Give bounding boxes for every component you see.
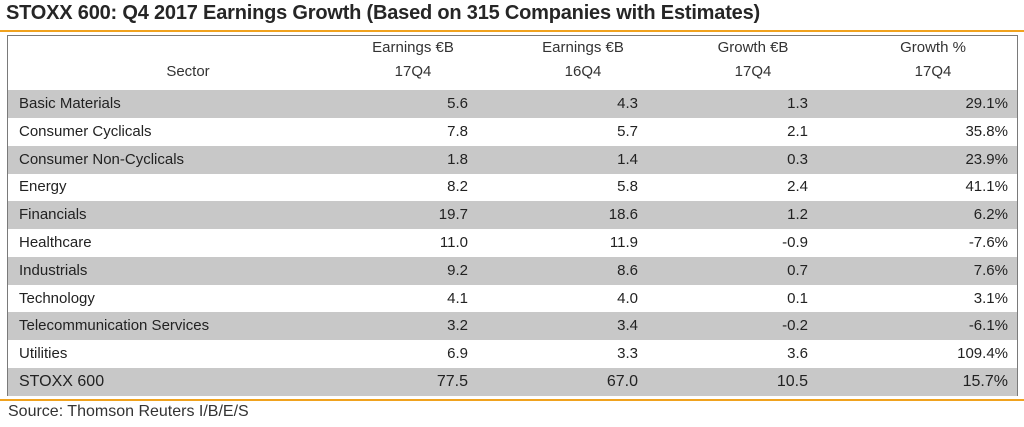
table-row: Telecommunication Services 3.2 3.4 -0.2 -6.1… — [8, 312, 1017, 341]
value-cell: 18.6 — [608, 206, 638, 224]
header-growth-eur-17q4: Growth €B 17Q4 — [717, 39, 789, 80]
value-cell: 8.6 — [617, 261, 638, 279]
value-cell: 0.1 — [787, 289, 808, 307]
table-row: Consumer Cyclicals 7.8 5.7 2.1 35.8% — [8, 118, 1017, 146]
total-row: STOXX 600 77.5 67.0 10.5 15.7% — [8, 368, 1017, 396]
value-cell: 5.7 — [617, 122, 638, 140]
header-earnings-16q4: Earnings €B 16Q4 — [542, 39, 624, 80]
value-cell: 4.1 — [447, 289, 468, 307]
value-cell: 11.9 — [609, 234, 638, 251]
header-sector: Sector — [166, 63, 210, 80]
value-cell: 2.1 — [787, 122, 808, 140]
value-cell: 3.4 — [617, 317, 638, 335]
value-cell: 41.1% — [965, 178, 1008, 196]
value-cell: 15.7% — [962, 373, 1008, 390]
value-cell: 3.2 — [447, 317, 468, 335]
bottom-accent-rule — [0, 399, 1024, 401]
sector-cell: Energy — [19, 178, 67, 196]
value-cell: 2.4 — [787, 178, 808, 196]
value-cell: 6.2% — [973, 206, 1008, 224]
value-cell: 8.2 — [447, 178, 468, 196]
value-cell: 1.2 — [787, 206, 808, 224]
value-cell: 67.0 — [606, 373, 638, 390]
table-row: Financials 19.7 18.6 1.2 6.2% — [8, 201, 1017, 230]
header-earnings-17q4: Earnings €B 17Q4 — [372, 39, 454, 80]
source-note: Source: Thomson Reuters I/B/E/S — [8, 403, 249, 420]
value-cell: 1.4 — [617, 150, 638, 168]
sector-cell: Healthcare — [19, 234, 92, 251]
value-cell: 1.3 — [787, 95, 808, 112]
value-cell: 11.0 — [439, 234, 468, 251]
value-cell: 0.7 — [787, 261, 808, 279]
value-cell: -6.1% — [968, 317, 1008, 335]
table-row: Utilities 6.9 3.3 3.6 109.4% — [8, 340, 1017, 368]
table-row: Basic Materials 5.6 4.3 1.3 29.1% — [8, 90, 1017, 118]
top-accent-rule — [0, 30, 1024, 32]
value-cell: 77.5 — [436, 373, 468, 390]
value-cell: 0.3 — [787, 150, 808, 168]
sector-cell: Technology — [19, 289, 95, 307]
value-cell: 29.1% — [965, 95, 1008, 112]
sector-cell: Telecommunication Services — [19, 317, 210, 335]
sector-cell: Consumer Cyclicals — [19, 122, 152, 140]
chart-title: STOXX 600: Q4 2017 Earnings Growth (Base… — [6, 2, 760, 24]
value-cell: -7.6% — [968, 234, 1008, 251]
table-row: Energy 8.2 5.8 2.4 41.1% — [8, 173, 1017, 201]
value-cell: 10.5 — [776, 373, 808, 390]
value-cell: 7.8 — [447, 122, 468, 140]
table-header: Sector Earnings €B 17Q4 Earnings €B 16Q4… — [8, 36, 1017, 89]
table-row: Healthcare 11.0 11.9 -0.9 -7.6% — [8, 229, 1017, 257]
value-cell: 19.7 — [438, 206, 468, 224]
table-row: Technology 4.1 4.0 0.1 3.1% — [8, 285, 1017, 313]
header-growth-pct-17q4: Growth % 17Q4 — [900, 39, 966, 80]
value-cell: 3.6 — [787, 345, 808, 363]
value-cell: 3.1% — [973, 289, 1008, 307]
sector-cell: STOXX 600 — [19, 373, 105, 390]
value-cell: 9.2 — [447, 261, 468, 279]
value-cell: 109.4% — [957, 345, 1008, 363]
value-cell: 4.0 — [617, 289, 638, 307]
value-cell: 3.3 — [617, 345, 638, 363]
value-cell: 4.3 — [617, 95, 638, 112]
table-row: Industrials 9.2 8.6 0.7 7.6% — [8, 256, 1017, 285]
sector-cell: Basic Materials — [19, 95, 121, 112]
value-cell: 1.8 — [447, 150, 468, 168]
sector-cell: Consumer Non-Cyclicals — [19, 150, 185, 168]
value-cell: 5.8 — [617, 178, 638, 196]
value-cell: 35.8% — [965, 122, 1008, 140]
value-cell: 7.6% — [973, 261, 1008, 279]
sector-cell: Financials — [19, 206, 87, 224]
value-cell: -0.9 — [782, 234, 808, 251]
value-cell: 6.9 — [447, 345, 468, 363]
earnings-table: Sector Earnings €B 17Q4 Earnings €B 16Q4… — [7, 35, 1018, 396]
sector-cell: Industrials — [19, 261, 88, 279]
value-cell: -0.2 — [782, 317, 808, 335]
table-row: Consumer Non-Cyclicals 1.8 1.4 0.3 23.9% — [8, 145, 1017, 174]
sector-cell: Utilities — [19, 345, 68, 363]
value-cell: 23.9% — [965, 150, 1008, 168]
value-cell: 5.6 — [447, 95, 468, 112]
